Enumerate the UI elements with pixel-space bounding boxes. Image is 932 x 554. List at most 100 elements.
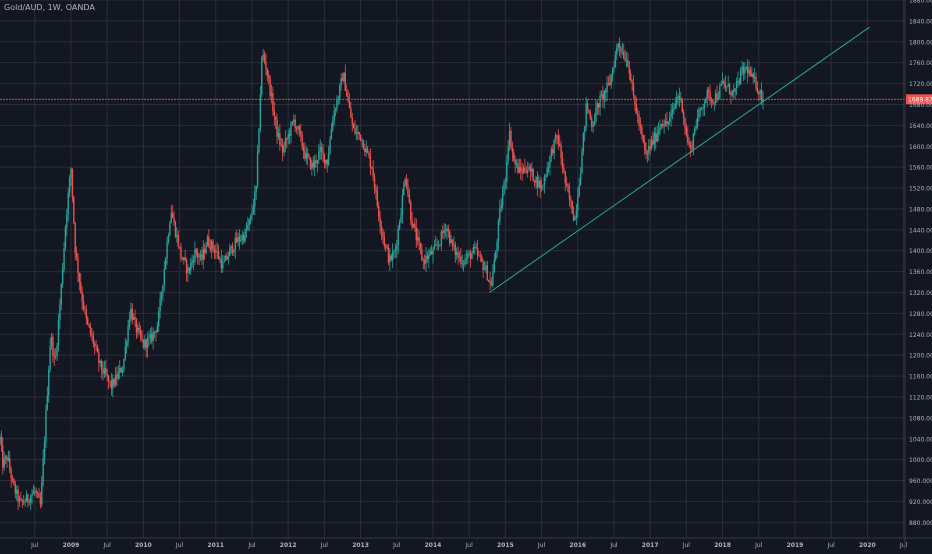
candle-body <box>675 97 678 104</box>
candle-body <box>59 304 61 321</box>
candle-body <box>662 123 664 127</box>
candle-body <box>730 93 732 96</box>
candle-body <box>357 132 359 133</box>
candle-body <box>623 51 625 59</box>
candle-body <box>596 103 598 109</box>
x-tick-label: Jul <box>320 542 329 549</box>
candle-body <box>564 171 566 184</box>
candle-body <box>506 161 508 182</box>
candle-body <box>230 245 232 249</box>
x-tick-label: 2016 <box>569 542 586 549</box>
candle-body <box>397 228 399 246</box>
candle-body <box>91 333 93 336</box>
y-tick-label: 1160.000 <box>909 374 932 381</box>
candle-body <box>247 225 249 230</box>
candle-body <box>432 248 434 255</box>
candle-body <box>426 255 429 260</box>
candle-body <box>251 212 253 216</box>
candle-body <box>181 258 184 260</box>
candle-body <box>159 298 161 312</box>
candle-body <box>362 140 365 150</box>
candle-body <box>460 256 462 264</box>
candle-body <box>359 134 362 141</box>
candle-body <box>173 217 175 222</box>
candle-body <box>149 334 152 338</box>
candle-body <box>298 126 301 131</box>
candle-body <box>578 185 580 197</box>
candle-body <box>351 117 353 124</box>
candle-body <box>9 458 11 470</box>
candle-body <box>471 253 473 260</box>
candle-body <box>341 78 344 81</box>
candle-body <box>563 168 565 172</box>
x-tick-label: Jul <box>899 542 908 549</box>
candle-body <box>571 201 573 214</box>
candle-body <box>28 501 30 503</box>
candle-body <box>348 101 351 108</box>
x-tick-label: Jul <box>30 542 39 549</box>
y-tick-label: 1000.000 <box>909 457 932 464</box>
candle-body <box>262 54 264 58</box>
candle-body <box>191 260 193 263</box>
y-tick-label: 1200.000 <box>909 353 932 360</box>
candle-body <box>710 99 713 102</box>
candle-body <box>333 110 335 121</box>
candle-body <box>398 222 401 229</box>
candle-body <box>153 331 156 333</box>
candle-body <box>316 160 319 164</box>
candle-body <box>568 191 571 200</box>
candle-body <box>300 130 302 135</box>
y-tick-label: 1440.000 <box>909 227 932 234</box>
candle-body <box>515 163 518 165</box>
candle-body <box>31 494 33 497</box>
candle-body <box>556 135 558 136</box>
candle-body <box>126 342 128 347</box>
y-tick-label: 1880.000 <box>909 0 932 5</box>
candle-body <box>259 94 262 130</box>
candle-body <box>401 195 404 216</box>
candle-body <box>584 126 586 133</box>
candle-body <box>233 250 235 253</box>
candle-body <box>458 256 461 258</box>
y-tick-label: 1640.000 <box>909 123 932 130</box>
candle-body <box>134 317 136 320</box>
x-tick-label: 2018 <box>714 542 731 549</box>
candle-body <box>677 96 679 98</box>
candle-body <box>6 456 8 461</box>
candle-body <box>667 121 670 124</box>
candle-body <box>283 145 285 153</box>
candle-body <box>234 237 236 251</box>
candle-body <box>645 148 647 155</box>
candle-body <box>465 258 468 260</box>
candle-body <box>155 331 157 333</box>
candle-body <box>389 255 391 263</box>
candle-body <box>609 82 611 85</box>
candle-body <box>293 119 295 122</box>
candle-body <box>756 88 759 93</box>
y-tick-label: 1040.000 <box>909 436 932 443</box>
candle-body <box>141 336 143 340</box>
candle-body <box>755 76 757 89</box>
candle-body <box>630 73 632 81</box>
candle-body <box>669 117 671 122</box>
candle-body <box>744 68 746 74</box>
candle-body <box>634 95 636 105</box>
candle-body <box>592 125 594 127</box>
candle-body <box>162 285 164 294</box>
candle-body <box>454 244 456 255</box>
candle-body <box>80 282 82 292</box>
candle-body <box>22 501 25 503</box>
candle-body <box>694 128 696 134</box>
candle-body <box>235 237 238 243</box>
candle-body <box>507 145 509 162</box>
candle-body <box>273 111 275 117</box>
candle-body <box>659 126 661 132</box>
y-tick-label: 920.000 <box>909 499 932 506</box>
candle-body <box>421 249 423 261</box>
candle-body <box>552 149 554 154</box>
candle-body <box>255 185 257 192</box>
candle-body <box>376 190 379 206</box>
candle-body <box>758 92 760 94</box>
